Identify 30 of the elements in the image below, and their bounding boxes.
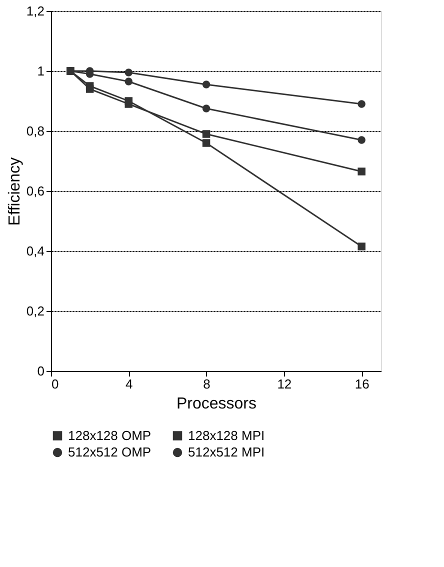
x-tick-label: 0 [52, 376, 59, 392]
point [202, 139, 210, 147]
x-axis-title: Processors [176, 396, 257, 412]
legend-label: 128x128 MPI [188, 428, 265, 443]
point [124, 97, 133, 105]
point [202, 104, 210, 112]
point [202, 80, 210, 88]
y-tick-label: 0,6 [26, 184, 44, 198]
point [358, 136, 366, 144]
point [124, 78, 133, 86]
legend-label: 128x128 OMP [68, 428, 152, 443]
y-tick-label: 1,2 [26, 4, 44, 18]
x-tick-label: 12 [277, 376, 292, 392]
x-tick-label: 16 [354, 376, 370, 392]
point [358, 100, 366, 108]
y-tick-label: 1 [37, 64, 44, 78]
x-tick-label: 4 [126, 376, 133, 392]
y-axis-title: Efficiency [6, 157, 24, 226]
legend-label: 512x512 MPI [188, 444, 265, 460]
point [86, 82, 94, 90]
y-tick-label: 0,2 [26, 304, 44, 318]
point [358, 242, 366, 250]
y-tick-label: 0 [37, 364, 44, 378]
point [358, 168, 366, 176]
y-tick-label: 0,4 [26, 244, 44, 258]
point [202, 130, 210, 138]
point [124, 68, 133, 76]
x-tick-label: 8 [203, 376, 210, 392]
legend-label: 512x512 OMP [68, 444, 152, 460]
y-tick-label: 0,8 [26, 124, 44, 138]
